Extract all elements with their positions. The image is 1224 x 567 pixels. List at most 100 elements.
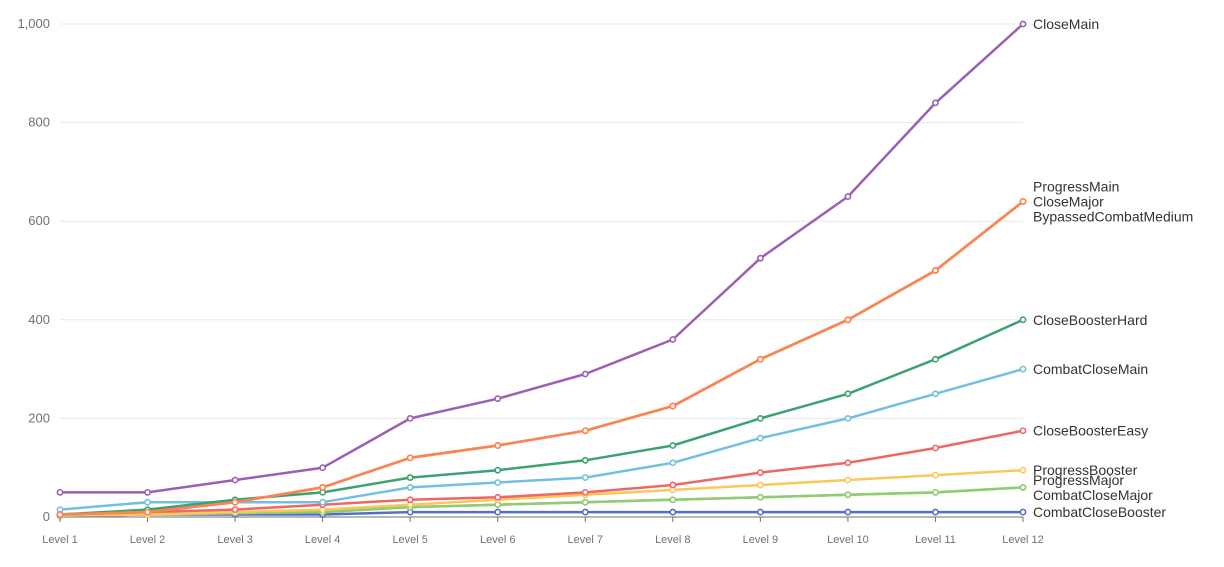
data-point[interactable] <box>756 414 764 422</box>
y-tick-label: 200 <box>28 410 50 425</box>
data-point[interactable] <box>581 498 589 506</box>
data-point[interactable] <box>844 476 852 484</box>
series-label-bypassedcombatmedium: BypassedCombatMedium <box>1033 208 1193 224</box>
end-labels: CloseMain ProgressMainCloseMajorBypassedC… <box>1033 16 1193 520</box>
data-point[interactable] <box>756 469 764 477</box>
data-point[interactable] <box>932 471 939 479</box>
data-point[interactable] <box>669 336 677 343</box>
data-point[interactable] <box>932 355 939 363</box>
series-line-closemajor <box>58 200 1025 516</box>
series-line-progressbooster <box>58 468 1025 517</box>
y-tick-label: 800 <box>28 115 50 130</box>
series-closeboosterhard <box>56 316 1027 518</box>
data-point[interactable] <box>494 395 502 403</box>
data-point[interactable] <box>844 508 852 516</box>
data-point[interactable] <box>406 474 414 481</box>
series-line-progressmain <box>58 200 1025 516</box>
data-point[interactable] <box>581 427 589 435</box>
x-tick-label: Level 1 <box>42 534 77 546</box>
series-label-combatclosebooster: CombatCloseBooster <box>1033 504 1166 520</box>
series-label-progressmajor: ProgressMajor <box>1033 472 1124 488</box>
data-point[interactable] <box>932 99 939 107</box>
series-label-closemajor: CloseMajor <box>1033 193 1104 209</box>
data-point[interactable] <box>844 193 852 200</box>
data-point[interactable] <box>669 442 677 449</box>
data-point[interactable] <box>1019 316 1027 324</box>
data-point[interactable] <box>756 355 764 363</box>
data-point[interactable] <box>669 508 677 516</box>
data-point[interactable] <box>844 459 852 467</box>
data-point[interactable] <box>1019 427 1027 435</box>
data-point[interactable] <box>581 474 589 481</box>
data-point[interactable] <box>56 511 64 518</box>
series-line-closemain <box>58 22 1025 494</box>
data-point[interactable] <box>144 508 151 516</box>
data-point[interactable] <box>756 481 764 489</box>
data-point[interactable] <box>1019 508 1027 516</box>
data-point[interactable] <box>844 390 852 398</box>
data-point[interactable] <box>669 496 677 504</box>
data-point[interactable] <box>932 488 939 496</box>
data-point[interactable] <box>1019 484 1027 491</box>
data-point[interactable] <box>669 459 677 467</box>
data-point[interactable] <box>756 254 764 262</box>
x-tick-label: Level 5 <box>392 534 427 546</box>
data-point[interactable] <box>231 506 239 514</box>
data-point[interactable] <box>581 508 589 516</box>
data-point[interactable] <box>844 414 852 422</box>
data-point[interactable] <box>231 476 239 484</box>
data-point[interactable] <box>144 498 151 506</box>
data-point[interactable] <box>494 493 502 501</box>
data-point[interactable] <box>756 508 764 516</box>
data-point[interactable] <box>494 466 502 474</box>
data-point[interactable] <box>1019 198 1027 205</box>
data-point[interactable] <box>756 493 764 501</box>
series-label-closeboostereasy: CloseBoosterEasy <box>1033 423 1148 439</box>
data-point[interactable] <box>932 444 939 452</box>
series-bypassedcombatmedium <box>56 198 1027 518</box>
data-point[interactable] <box>406 484 414 491</box>
series-closemain <box>56 20 1027 496</box>
data-point[interactable] <box>231 498 239 506</box>
x-tick-label: Level 3 <box>217 534 252 546</box>
series-label-combatclosemajor: CombatCloseMajor <box>1033 487 1153 503</box>
data-point[interactable] <box>406 414 414 422</box>
data-point[interactable] <box>494 442 502 449</box>
data-point[interactable] <box>319 498 327 506</box>
x-tick-label: Level 4 <box>305 534 340 546</box>
data-point[interactable] <box>932 390 939 398</box>
data-point[interactable] <box>756 434 764 442</box>
data-point[interactable] <box>581 456 589 464</box>
data-point[interactable] <box>932 508 939 516</box>
data-point[interactable] <box>319 464 327 472</box>
data-point[interactable] <box>1019 365 1027 373</box>
data-point[interactable] <box>406 454 414 462</box>
data-point[interactable] <box>494 508 502 516</box>
series-label-combatclosemain: CombatCloseMain <box>1033 361 1148 377</box>
series-line-closeboostereasy <box>58 429 1025 516</box>
data-point[interactable] <box>844 491 852 499</box>
data-point[interactable] <box>1019 20 1027 28</box>
data-point[interactable] <box>1019 466 1027 474</box>
data-point[interactable] <box>581 370 589 378</box>
x-tick-label: Level 2 <box>130 534 165 546</box>
series-group <box>56 20 1027 520</box>
data-point[interactable] <box>56 488 64 496</box>
y-tick-label: 600 <box>28 213 50 228</box>
data-point[interactable] <box>406 496 414 504</box>
data-point[interactable] <box>669 481 677 489</box>
series-closemajor <box>56 198 1027 518</box>
data-point[interactable] <box>319 484 327 491</box>
data-point[interactable] <box>669 402 677 410</box>
x-tick-label: Level 10 <box>827 534 869 546</box>
data-point[interactable] <box>844 316 852 324</box>
data-point[interactable] <box>581 488 589 496</box>
series-progressmain <box>56 198 1027 518</box>
data-point[interactable] <box>144 488 151 496</box>
gridlines <box>60 23 1023 419</box>
x-tick-label: Level 11 <box>915 534 956 546</box>
data-point[interactable] <box>494 479 502 486</box>
data-point[interactable] <box>932 267 939 274</box>
x-tick-label: Level 8 <box>655 534 690 546</box>
